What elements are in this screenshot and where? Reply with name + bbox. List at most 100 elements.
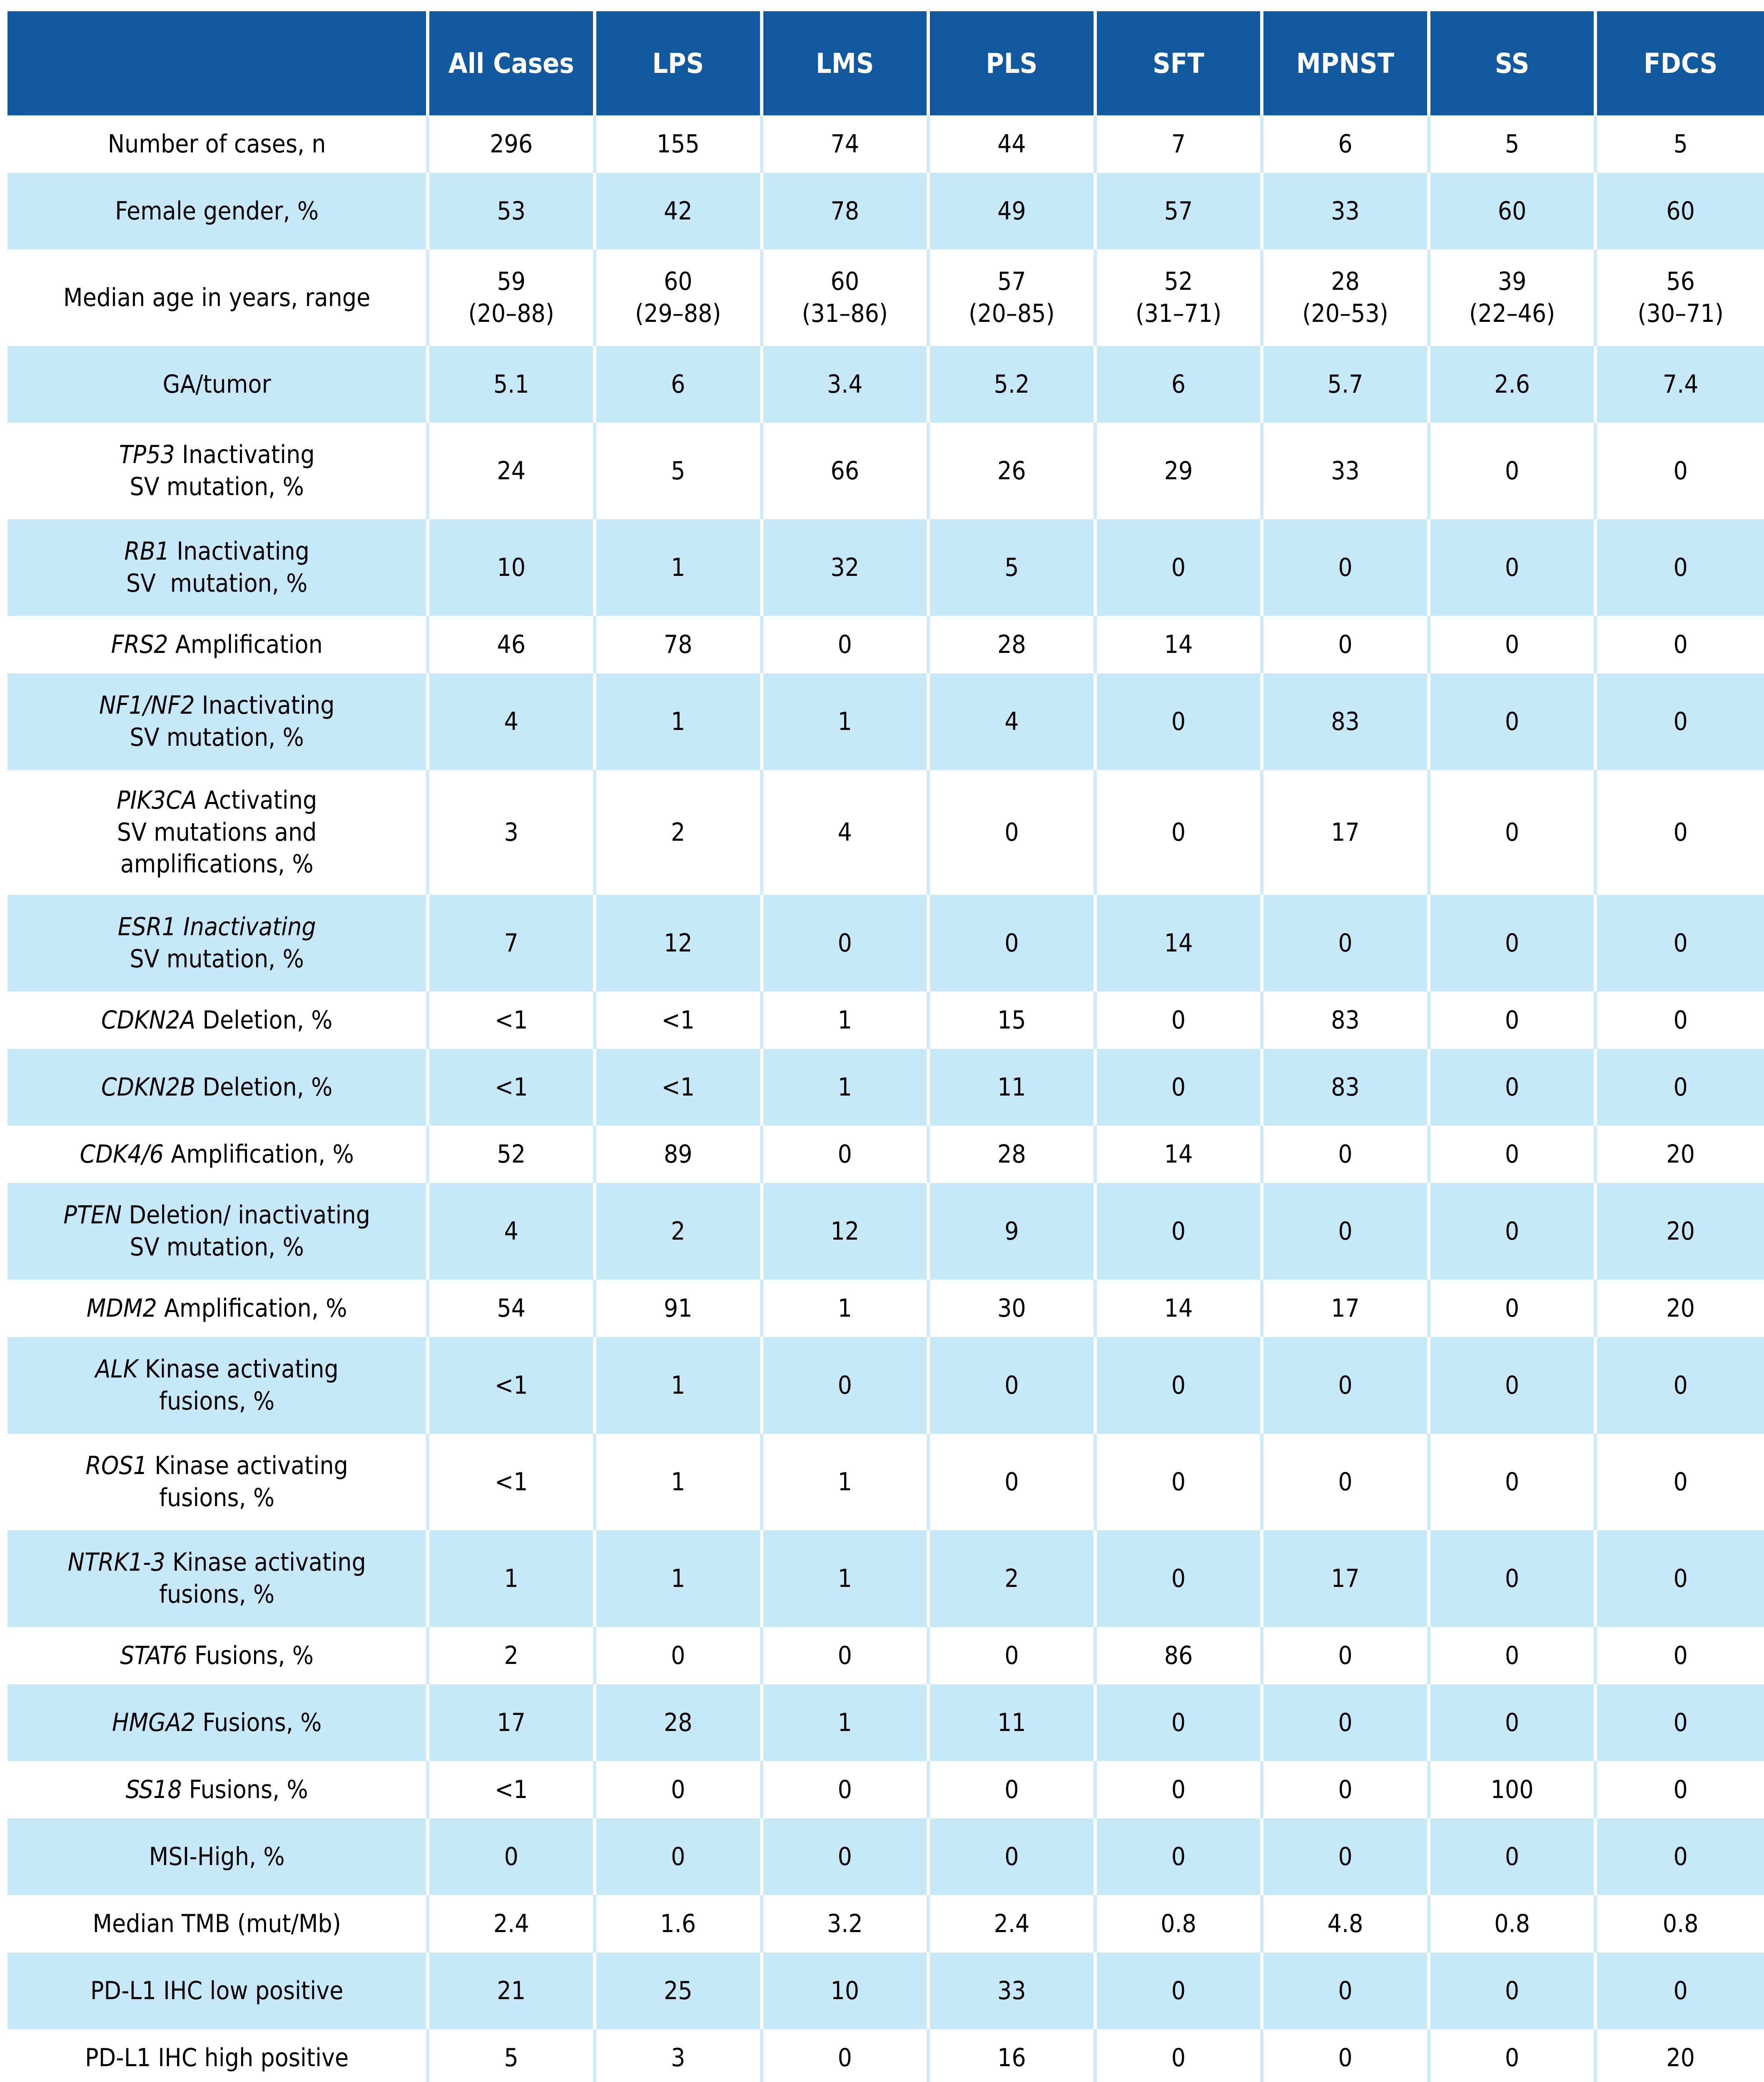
- value-cell: 0: [1430, 1434, 1597, 1530]
- row-label-line: Number of cases, n: [12, 128, 422, 160]
- row-label-cell: Median age in years, range: [7, 249, 430, 346]
- value-line: 0: [1338, 1216, 1353, 1246]
- value-line: 14: [1164, 1293, 1193, 1323]
- label-text: PD-L1 IHC low positive: [90, 1976, 344, 2005]
- value-cell: 0: [1096, 1049, 1264, 1126]
- value-line: 0: [837, 1842, 852, 1871]
- value-cell: 24: [429, 423, 596, 519]
- value-line: (31–71): [1135, 299, 1222, 328]
- value-line: 5: [671, 456, 685, 486]
- row-label-line: ALK Kinase activating: [12, 1353, 422, 1385]
- value-line: 1: [671, 553, 685, 582]
- label-text: Activating: [197, 785, 317, 815]
- value-cell: 0: [1430, 2029, 1597, 2082]
- value-line: 5.1: [493, 369, 529, 399]
- value-cell: 7: [429, 895, 596, 991]
- value-cell: 5: [1430, 115, 1597, 173]
- value-line: 1: [837, 1072, 852, 1102]
- row-label-cell: NTRK1-3 Kinase activating fusions, %: [7, 1530, 430, 1627]
- value-cell: 0: [1430, 673, 1597, 770]
- value-cell: 0: [1430, 1530, 1597, 1627]
- value-cell: 0: [1096, 673, 1264, 770]
- value-line: 0.8: [1662, 1909, 1699, 1938]
- table-row: CDKN2A Deletion, % <1 <1 1 15 0 83 0 0: [7, 991, 1764, 1049]
- row-label-line: Female gender, %: [12, 195, 422, 227]
- value-cell: 2.4: [930, 1895, 1097, 1952]
- label-text: Kinase activating: [137, 1355, 339, 1384]
- value-line: 0: [1673, 1775, 1688, 1804]
- gene-name: RB1: [124, 537, 170, 566]
- value-line: 26: [997, 456, 1026, 486]
- value-line: 0: [671, 1842, 685, 1871]
- label-text: PD-L1 IHC high positive: [85, 2043, 349, 2072]
- value-cell: 17: [1263, 1280, 1430, 1337]
- value-line: 0: [1673, 928, 1688, 958]
- value-line: 4: [837, 817, 852, 847]
- row-label-cell: ALK Kinase activating fusions, %: [7, 1337, 430, 1434]
- gene-name: ALK: [95, 1355, 138, 1384]
- gene-name: SS18: [125, 1775, 182, 1804]
- value-line: (20–85): [969, 299, 1055, 328]
- value-line: 17: [1331, 1564, 1360, 1593]
- value-line: 28: [997, 630, 1026, 659]
- value-cell: 0: [1430, 1183, 1597, 1280]
- value-cell: 0: [1597, 1049, 1764, 1126]
- value-cell: 4: [429, 673, 596, 770]
- label-text: Amplification, %: [157, 1293, 347, 1323]
- value-cell: 0: [930, 1627, 1097, 1684]
- value-line: 0: [1505, 1139, 1520, 1169]
- value-line: (20–88): [468, 299, 554, 328]
- value-cell: 78: [596, 616, 763, 673]
- column-header-mpnst: MPNST: [1263, 11, 1430, 115]
- value-cell: 1: [596, 673, 763, 770]
- value-line: 11: [997, 1072, 1026, 1102]
- row-label-cell: FRS2 Amplification: [7, 616, 430, 673]
- value-line: 4: [504, 707, 518, 736]
- value-line: 17: [497, 1708, 526, 1737]
- value-line: 10: [830, 1976, 860, 2005]
- value-cell: 26: [930, 423, 1097, 519]
- row-label-line: ESR1 Inactivating: [12, 911, 422, 943]
- label-text: Kinase activating: [147, 1451, 348, 1481]
- value-line: 39: [1497, 267, 1527, 296]
- value-cell: 0: [1597, 1530, 1764, 1627]
- value-cell: 0: [1430, 991, 1597, 1049]
- row-label-line: GA/tumor: [12, 369, 422, 401]
- column-header-pls: PLS: [930, 11, 1097, 115]
- value-cell: 32: [763, 519, 930, 616]
- value-cell: 42: [596, 173, 763, 249]
- value-cell: 33: [1263, 173, 1430, 249]
- value-line: <1: [494, 1370, 528, 1400]
- value-line: 0: [671, 1641, 685, 1670]
- value-line: 33: [997, 1976, 1026, 2005]
- value-line: 91: [663, 1293, 693, 1323]
- value-line: 9: [1004, 1216, 1019, 1246]
- genomic-alterations-table: All Cases LPS LMS PLS SFT MPNST SS FDCS …: [7, 11, 1764, 2082]
- label-text: SV mutation, %: [126, 569, 308, 598]
- value-line: 0: [837, 1641, 852, 1670]
- table-row: CDK4/6 Amplification, % 52 89 0 28 14 0 0 20: [7, 1126, 1764, 1183]
- value-line: 20: [1666, 1216, 1695, 1246]
- value-line: 4.8: [1327, 1909, 1363, 1938]
- table-row: PTEN Deletion/ inactivating SV mutation, …: [7, 1183, 1764, 1280]
- value-line: 1.6: [660, 1909, 696, 1938]
- value-line: 53: [497, 196, 526, 226]
- row-label-cell: MSI-High, %: [7, 1818, 430, 1895]
- row-label-line: Median TMB (mut/Mb): [12, 1908, 422, 1940]
- value-cell: 0.8: [1430, 1895, 1597, 1952]
- value-cell: 83: [1263, 991, 1430, 1049]
- value-line: 0: [837, 928, 852, 958]
- row-label-line: CDK4/6 Amplification, %: [12, 1138, 422, 1171]
- value-cell: 0: [763, 1337, 930, 1434]
- label-text: Number of cases, n: [107, 129, 326, 159]
- value-line: 5: [504, 2043, 518, 2072]
- label-text: Fusions, %: [187, 1641, 314, 1670]
- row-label-line: SS18 Fusions, %: [12, 1774, 422, 1806]
- value-cell: 3: [429, 770, 596, 895]
- table-row: MDM2 Amplification, % 54 91 1 30 14 17 0 20: [7, 1280, 1764, 1337]
- row-label-line: HMGA2 Fusions, %: [12, 1707, 422, 1739]
- value-line: 60: [663, 267, 693, 296]
- value-cell: 0: [1096, 1530, 1264, 1627]
- label-text: Deletion, %: [195, 1072, 333, 1102]
- value-line: 0: [1338, 1775, 1353, 1804]
